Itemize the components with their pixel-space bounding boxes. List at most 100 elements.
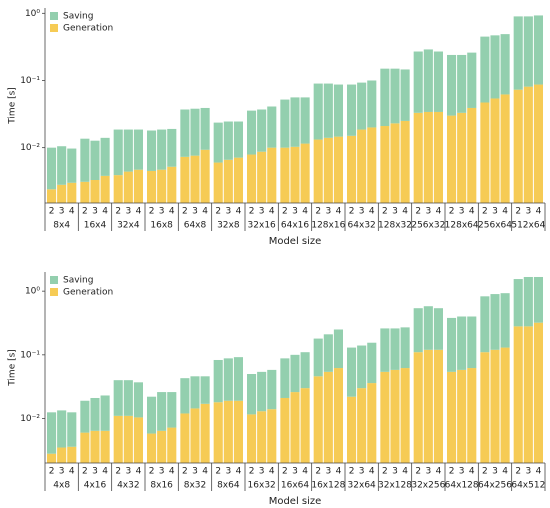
bar-segment bbox=[133, 169, 143, 203]
x-tick-label: 4 bbox=[269, 467, 275, 477]
bar-segment bbox=[323, 83, 333, 138]
group-label: 4x16 bbox=[84, 481, 107, 491]
legend-swatch bbox=[50, 24, 58, 32]
x-tick-label: 4 bbox=[402, 467, 408, 477]
bar-segment bbox=[523, 276, 533, 327]
x-tick-label: 2 bbox=[282, 467, 288, 477]
bar-segment bbox=[513, 89, 523, 203]
bar-segment bbox=[400, 368, 410, 463]
bar-segment bbox=[447, 371, 457, 463]
x-tick-label: 4 bbox=[69, 207, 75, 217]
legend-swatch bbox=[50, 12, 58, 20]
bar-segment bbox=[257, 371, 267, 412]
legend-label: Generation bbox=[63, 288, 113, 298]
bar-segment bbox=[333, 136, 343, 203]
bar-segment bbox=[213, 162, 223, 203]
group-label: 16x8 bbox=[150, 221, 173, 231]
x-tick-label: 3 bbox=[425, 467, 431, 477]
bar-segment bbox=[280, 397, 290, 463]
bar-segment bbox=[500, 293, 510, 348]
x-tick-label: 2 bbox=[482, 467, 488, 477]
bar-segment bbox=[513, 326, 523, 463]
bar-segment bbox=[167, 392, 177, 428]
bar-segment bbox=[57, 184, 67, 203]
bar-segment bbox=[347, 347, 357, 397]
bar-segment bbox=[157, 430, 167, 463]
bar-segment bbox=[267, 147, 277, 203]
group-label: 16x64 bbox=[281, 481, 310, 491]
x-tick-label: 4 bbox=[469, 207, 475, 217]
x-tick-label: 2 bbox=[82, 467, 88, 477]
legend-label: Generation bbox=[63, 24, 113, 34]
x-axis-label: Model size bbox=[269, 496, 322, 507]
bar-segment bbox=[533, 276, 543, 323]
bar-segment bbox=[423, 306, 433, 350]
bar-segment bbox=[90, 397, 100, 431]
bar-segment bbox=[167, 166, 177, 203]
bar-segment bbox=[290, 97, 300, 147]
x-tick-label: 3 bbox=[192, 207, 198, 217]
bar-segment bbox=[433, 51, 443, 112]
x-tick-label: 2 bbox=[182, 467, 188, 477]
bar-segment bbox=[157, 129, 167, 170]
x-tick-label: 4 bbox=[102, 467, 108, 477]
x-tick-label: 4 bbox=[502, 467, 508, 477]
x-tick-label: 4 bbox=[269, 207, 275, 217]
bar-segment bbox=[400, 120, 410, 203]
bar-segment bbox=[313, 83, 323, 140]
bar-segment bbox=[80, 138, 90, 182]
bar-segment bbox=[200, 107, 210, 150]
bar-segment bbox=[533, 15, 543, 85]
x-axis-label: Model size bbox=[269, 236, 322, 247]
bar-segment bbox=[457, 369, 467, 463]
bar-segment bbox=[100, 175, 110, 203]
bar-segment bbox=[490, 294, 500, 350]
bar-segment bbox=[313, 376, 323, 463]
bar-segment bbox=[80, 400, 90, 433]
bar-segment bbox=[233, 121, 243, 158]
bar-segment bbox=[490, 98, 500, 203]
x-tick-label: 2 bbox=[215, 467, 221, 477]
bar-segment bbox=[123, 380, 133, 416]
bar-segment bbox=[233, 157, 243, 203]
bar-segment bbox=[90, 179, 100, 203]
bar-segment bbox=[523, 326, 533, 463]
bar-segment bbox=[223, 121, 233, 160]
group-label: 32x4 bbox=[117, 221, 140, 231]
bar-segment bbox=[347, 135, 357, 203]
group-label: 64x32 bbox=[348, 221, 376, 231]
x-tick-label: 3 bbox=[59, 467, 65, 477]
bar-segment bbox=[100, 395, 110, 431]
bar-segment bbox=[47, 453, 57, 463]
x-tick-label: 4 bbox=[202, 207, 208, 217]
group-label: 256x64 bbox=[478, 221, 512, 231]
x-tick-label: 2 bbox=[349, 467, 355, 477]
bar-segment bbox=[380, 328, 390, 372]
bar-segment bbox=[413, 51, 423, 113]
x-tick-label: 2 bbox=[215, 207, 221, 217]
bar-segment bbox=[500, 94, 510, 203]
bar-segment bbox=[47, 412, 57, 454]
x-tick-label: 2 bbox=[249, 467, 255, 477]
x-tick-label: 3 bbox=[125, 207, 131, 217]
bar-segment bbox=[380, 371, 390, 463]
x-tick-label: 4 bbox=[369, 207, 375, 217]
bar-segment bbox=[213, 359, 223, 403]
x-tick-label: 3 bbox=[492, 467, 498, 477]
bar-segment bbox=[313, 338, 323, 377]
bar-segment bbox=[157, 169, 167, 203]
bar-segment bbox=[67, 182, 77, 203]
y-tick-label: 10⁻² bbox=[20, 414, 40, 424]
bar-segment bbox=[200, 403, 210, 463]
bar-segment bbox=[267, 369, 277, 410]
bar-segment bbox=[123, 171, 133, 203]
x-tick-label: 4 bbox=[402, 207, 408, 217]
x-tick-label: 3 bbox=[159, 467, 165, 477]
bar-segment bbox=[490, 349, 500, 463]
group-label: 512x64 bbox=[511, 221, 545, 231]
x-tick-label: 3 bbox=[359, 467, 365, 477]
group-label: 16x4 bbox=[84, 221, 107, 231]
group-label: 128x32 bbox=[378, 221, 412, 231]
bar-segment bbox=[80, 181, 90, 203]
bar-segment bbox=[167, 128, 177, 167]
